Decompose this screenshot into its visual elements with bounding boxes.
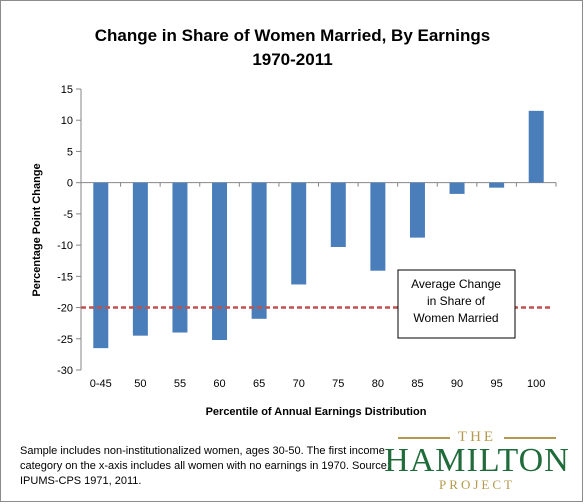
y-tick-label: 5 <box>67 146 73 158</box>
x-tick-label: 65 <box>253 378 265 390</box>
x-tick-label: 90 <box>451 378 463 390</box>
x-tick-label: 70 <box>293 378 305 390</box>
y-tick-label: -5 <box>63 209 73 221</box>
y-tick-label: 0 <box>67 178 73 190</box>
x-tick-label: 85 <box>411 378 423 390</box>
y-tick-label: -10 <box>57 240 73 252</box>
bar <box>212 182 228 341</box>
logo-project: PROJECT <box>439 477 515 492</box>
bar <box>449 182 465 194</box>
y-tick-label: 10 <box>61 115 73 127</box>
y-tick-label: -30 <box>57 365 73 377</box>
annotation-box <box>397 269 516 339</box>
logo-rule-right <box>504 437 556 439</box>
x-tick-label: 100 <box>527 378 545 390</box>
chart-title-line-2: 1970-2011 <box>252 50 333 69</box>
bar <box>409 182 425 238</box>
y-tick-label: -15 <box>57 271 73 283</box>
logo-rule-left <box>398 437 450 439</box>
logo-the: THE <box>457 429 497 445</box>
x-tick-label: 50 <box>134 378 146 390</box>
x-tick-label: 55 <box>174 378 186 390</box>
x-tick-label: 75 <box>332 378 344 390</box>
x-tick-label: 95 <box>491 378 503 390</box>
chart-title-line-1: Change in Share of Women Married, By Ear… <box>94 26 491 45</box>
x-tick-label: 0-45 <box>90 378 112 390</box>
x-tick-label: 80 <box>372 378 384 390</box>
bar <box>251 182 267 319</box>
annotation-text: Average Change <box>411 277 501 291</box>
y-tick-label: -20 <box>57 303 73 315</box>
y-tick-label: 15 <box>61 84 73 96</box>
bar <box>132 182 148 336</box>
annotation-text: in Share of <box>427 294 486 308</box>
x-tick-label: 60 <box>213 378 225 390</box>
bar <box>93 182 109 349</box>
annotation-group: Average Change in Share of Women Married <box>397 269 516 339</box>
annotation-text: Women Married <box>413 311 498 325</box>
bar <box>528 110 544 183</box>
hamilton-project-logo: THE HAMILTON PROJECT <box>384 430 570 498</box>
bar <box>291 182 307 285</box>
logo-name: HAMILTON <box>384 442 570 479</box>
bar <box>489 182 505 188</box>
bar <box>370 182 386 271</box>
chart-title: Change in Share of Women Married, By Ear… <box>0 24 585 72</box>
chart-bars <box>93 110 544 349</box>
footnote: Sample includes non-institutionalized wo… <box>20 445 390 487</box>
bar <box>172 182 188 333</box>
y-tick-label: -25 <box>57 334 73 346</box>
bar <box>330 182 346 247</box>
x-axis-label: Percentile of Annual Earnings Distributi… <box>206 406 427 418</box>
y-axis-label: Percentage Point Change <box>31 163 43 296</box>
